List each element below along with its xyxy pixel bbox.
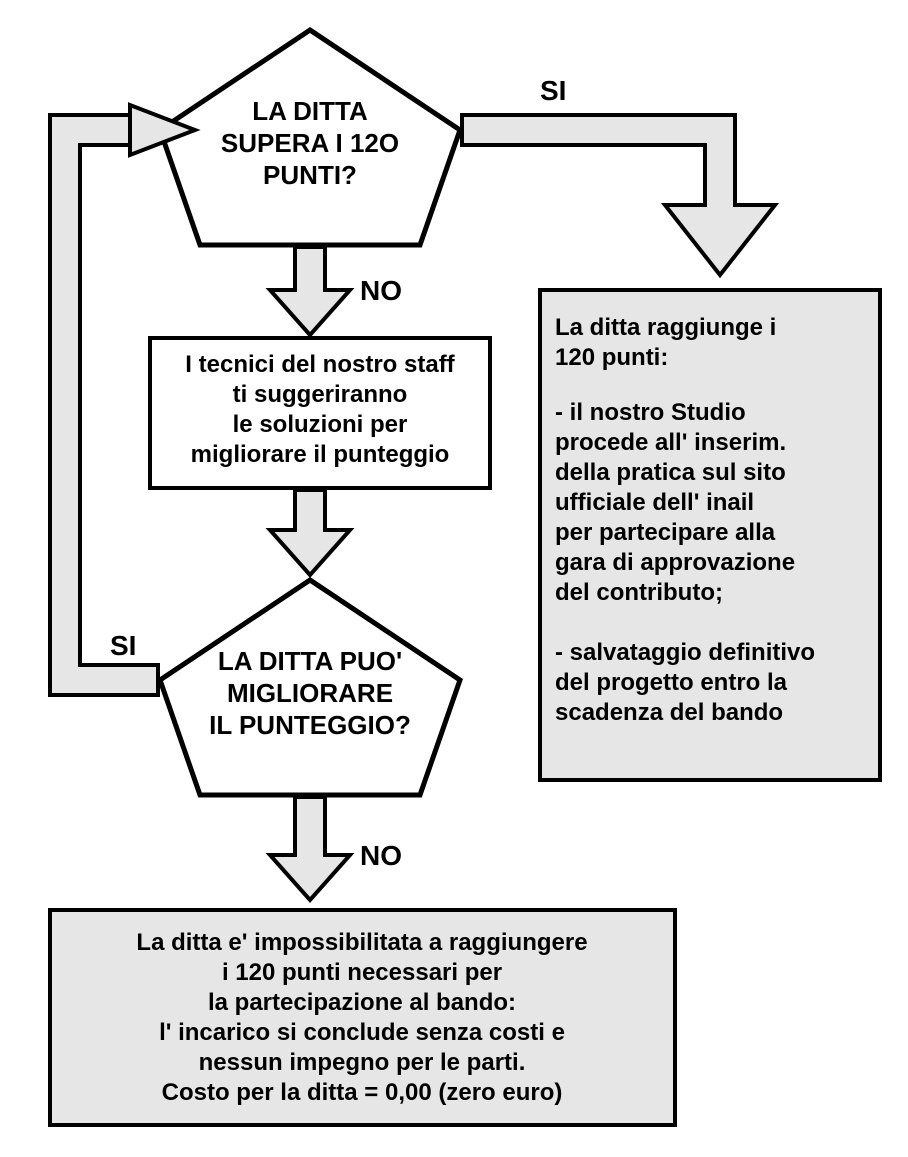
- decision-1-line1: LA DITTA: [252, 96, 368, 126]
- label-no-1: NO: [360, 275, 402, 306]
- process-1-line3: le soluzioni per: [233, 411, 408, 438]
- result-si-b3: della pratica sul sito: [555, 459, 786, 486]
- result-si-b7: del contributo;: [555, 579, 723, 606]
- decision-2-line1: LA DITTA PUO': [218, 646, 402, 676]
- process-1-line2: ti suggeriranno: [233, 381, 408, 408]
- arrow-d1-si: [462, 115, 775, 275]
- label-si-1: SI: [540, 75, 566, 106]
- result-no-l3: la partecipazione al bando:: [208, 989, 516, 1016]
- result-si-t2: 120 punti:: [555, 344, 668, 371]
- result-si-b1: - il nostro Studio: [555, 399, 746, 426]
- arrow-p1-d2: [270, 490, 350, 575]
- result-si-b2: procede all' inserim.: [555, 429, 786, 456]
- result-no-l2: i 120 punti necessari per: [222, 959, 502, 986]
- decision-2: LA DITTA PUO' MIGLIORARE IL PUNTEGGIO?: [160, 580, 460, 795]
- decision-1-line3: PUNTI?: [263, 160, 357, 190]
- arrow-d2-no: [270, 797, 350, 900]
- result-no-l4: l' incarico si conclude senza costi e: [159, 1019, 565, 1046]
- flowchart-canvas: LA DITTA SUPERA I 12O PUNTI? SI NO I tec…: [0, 0, 908, 1157]
- result-si-t1: La ditta raggiunge i: [555, 314, 776, 341]
- result-si-c1: - salvataggio definitivo: [555, 639, 815, 666]
- result-si-b4: ufficiale dell' inail: [555, 489, 754, 516]
- result-no-l1: La ditta e' impossibilitata a raggiunger…: [136, 929, 587, 956]
- decision-1-line2: SUPERA I 12O: [221, 128, 399, 158]
- label-no-2: NO: [360, 840, 402, 871]
- result-no-box: La ditta e' impossibilitata a raggiunger…: [50, 910, 675, 1125]
- result-no-l5: nessun impegno per le parti.: [199, 1049, 526, 1076]
- decision-2-line2: MIGLIORARE: [227, 678, 393, 708]
- decision-2-line3: IL PUNTEGGIO?: [209, 710, 411, 740]
- process-1: I tecnici del nostro staff ti suggeriran…: [150, 338, 490, 488]
- process-1-line4: migliorare il punteggio: [191, 441, 450, 468]
- process-1-line1: I tecnici del nostro staff: [185, 351, 455, 378]
- result-si-box: La ditta raggiunge i 120 punti: - il nos…: [540, 290, 880, 780]
- result-si-c3: scadenza del bando: [555, 699, 783, 726]
- result-si-c2: del progetto entro la: [555, 669, 788, 696]
- arrow-d1-no: [270, 247, 350, 335]
- label-si-2: SI: [110, 630, 136, 661]
- result-no-l6: Costo per la ditta = 0,00 (zero euro): [162, 1079, 563, 1106]
- decision-1: LA DITTA SUPERA I 12O PUNTI?: [160, 30, 460, 245]
- result-si-b6: gara di approvazione: [555, 549, 795, 576]
- result-si-b5: per partecipare alla: [555, 519, 776, 546]
